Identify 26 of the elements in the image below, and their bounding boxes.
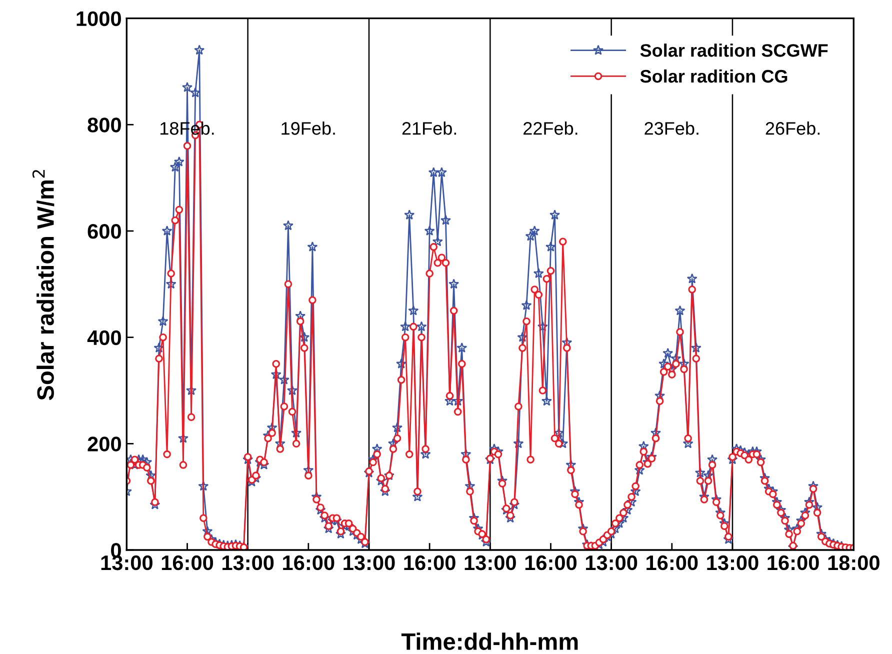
annotation: 23Feb. bbox=[644, 122, 698, 135]
y-tick-label: 1000 bbox=[76, 11, 121, 26]
annotation: 26Feb. bbox=[766, 122, 820, 135]
x-tick-label: 13:00 bbox=[586, 555, 638, 570]
x-tick-label: 13:00 bbox=[222, 555, 274, 570]
x-tick-label: 16:00 bbox=[283, 555, 334, 570]
legend-label: Solar radition CG bbox=[640, 69, 788, 83]
x-tick-label: 16:00 bbox=[768, 555, 819, 570]
x-axis-title: Time:dd-hh-mm bbox=[401, 632, 578, 650]
x-tick-label: 18:00 bbox=[828, 555, 880, 570]
y-tick-label: 600 bbox=[88, 224, 121, 239]
annotation: 19Feb. bbox=[282, 122, 335, 135]
annotation: 21Feb. bbox=[402, 122, 456, 135]
legend-label: Solar radition SCGWF bbox=[640, 44, 828, 57]
y-axis-title: Solar radiation W/m$^{2}$ bbox=[32, 170, 54, 400]
annotation: 22Feb. bbox=[524, 122, 578, 135]
x-tick-label: 13:00 bbox=[707, 555, 758, 570]
x-tick-label: 13:00 bbox=[344, 555, 395, 570]
y-tick-label: 200 bbox=[88, 436, 121, 452]
y-tick-label: 800 bbox=[88, 118, 121, 132]
x-tick-label: 16:00 bbox=[525, 555, 577, 570]
y-tick-label: 400 bbox=[87, 330, 121, 346]
x-tick-label: 16:00 bbox=[646, 555, 698, 570]
x-tick-label: 16:00 bbox=[162, 555, 214, 570]
x-tick-label: 13:00 bbox=[464, 555, 516, 570]
x-tick-label: 16:00 bbox=[404, 555, 456, 570]
